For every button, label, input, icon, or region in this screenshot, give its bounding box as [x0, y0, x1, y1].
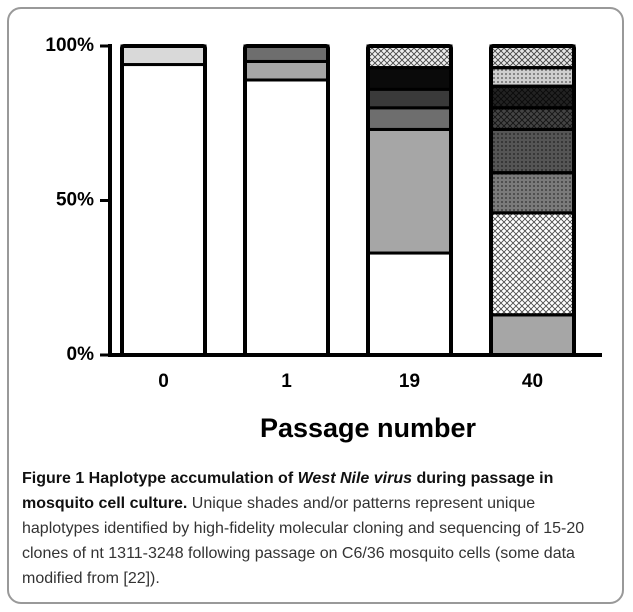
x-tick-label: 0 — [158, 371, 169, 392]
chart: Passage number 0% 50% 100% 0 1 19 40 — [45, 35, 602, 443]
caption-title-italic: West Nile virus — [297, 470, 413, 487]
bar-segment — [243, 59, 330, 82]
bar-segment — [366, 251, 453, 357]
segment-pattern — [489, 127, 576, 175]
x-axis-label: Passage number — [260, 413, 477, 443]
bar-segment — [366, 87, 453, 110]
bar-segment — [243, 78, 330, 357]
y-tick-label: 100% — [45, 35, 94, 56]
segment-pattern — [489, 44, 576, 70]
caption-text: Unique shades and/or patterns represent … — [22, 495, 585, 587]
segment-pattern — [489, 84, 576, 110]
caption: Figure 1 Haplotype accumulation of West … — [22, 466, 614, 591]
caption-title: during passage in mosquito cell culture. — [22, 470, 554, 512]
segment-pattern — [489, 106, 576, 131]
bar-segment — [243, 44, 330, 63]
y-tick-label: 50% — [56, 190, 94, 211]
bar-segment — [366, 127, 453, 255]
bar-segment — [489, 313, 576, 357]
bar-segment — [120, 63, 207, 357]
segment-pattern — [489, 66, 576, 88]
y-tick-label: 0% — [67, 344, 95, 365]
x-tick-label: 40 — [522, 371, 543, 392]
segment-pattern — [489, 211, 576, 317]
segment-pattern — [489, 171, 576, 215]
segment-pattern — [366, 44, 453, 70]
caption-title: Figure 1 Haplotype accumulation of — [22, 470, 298, 487]
bar-segment — [366, 66, 453, 91]
x-tick-label: 1 — [281, 371, 292, 392]
figure-frame — [7, 7, 624, 604]
bar-segment — [366, 106, 453, 131]
bar-segment — [120, 44, 207, 67]
x-tick-label: 19 — [399, 371, 420, 392]
